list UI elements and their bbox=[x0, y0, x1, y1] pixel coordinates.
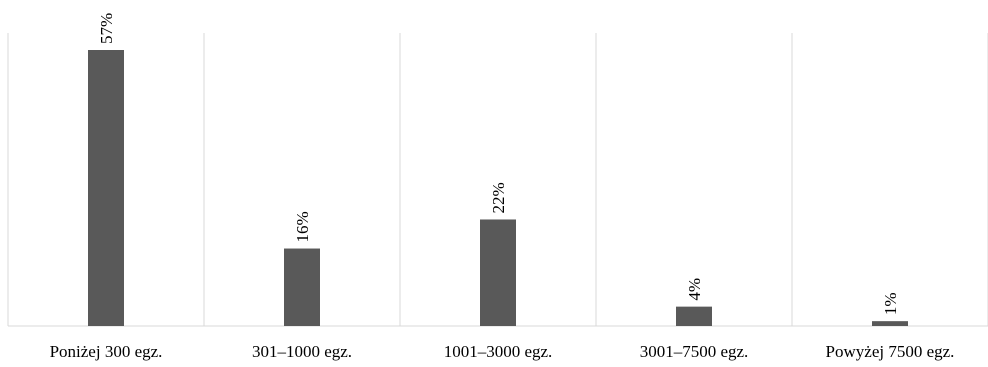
category-label: Poniżej 300 egz. bbox=[50, 342, 163, 361]
category-label: Powyżej 7500 egz. bbox=[826, 342, 955, 361]
bar bbox=[676, 306, 712, 326]
category-label: 1001–3000 egz. bbox=[444, 342, 553, 361]
bar bbox=[284, 248, 320, 326]
category-label: 3001–7500 egz. bbox=[640, 342, 749, 361]
data-label: 4% bbox=[685, 278, 704, 301]
data-label: 22% bbox=[489, 182, 508, 213]
category-label: 301–1000 egz. bbox=[252, 342, 352, 361]
data-label: 16% bbox=[293, 211, 312, 242]
data-label: 57% bbox=[97, 13, 116, 44]
bar bbox=[872, 321, 908, 326]
bar bbox=[88, 50, 124, 326]
bar bbox=[480, 219, 516, 326]
data-label: 1% bbox=[881, 292, 900, 315]
